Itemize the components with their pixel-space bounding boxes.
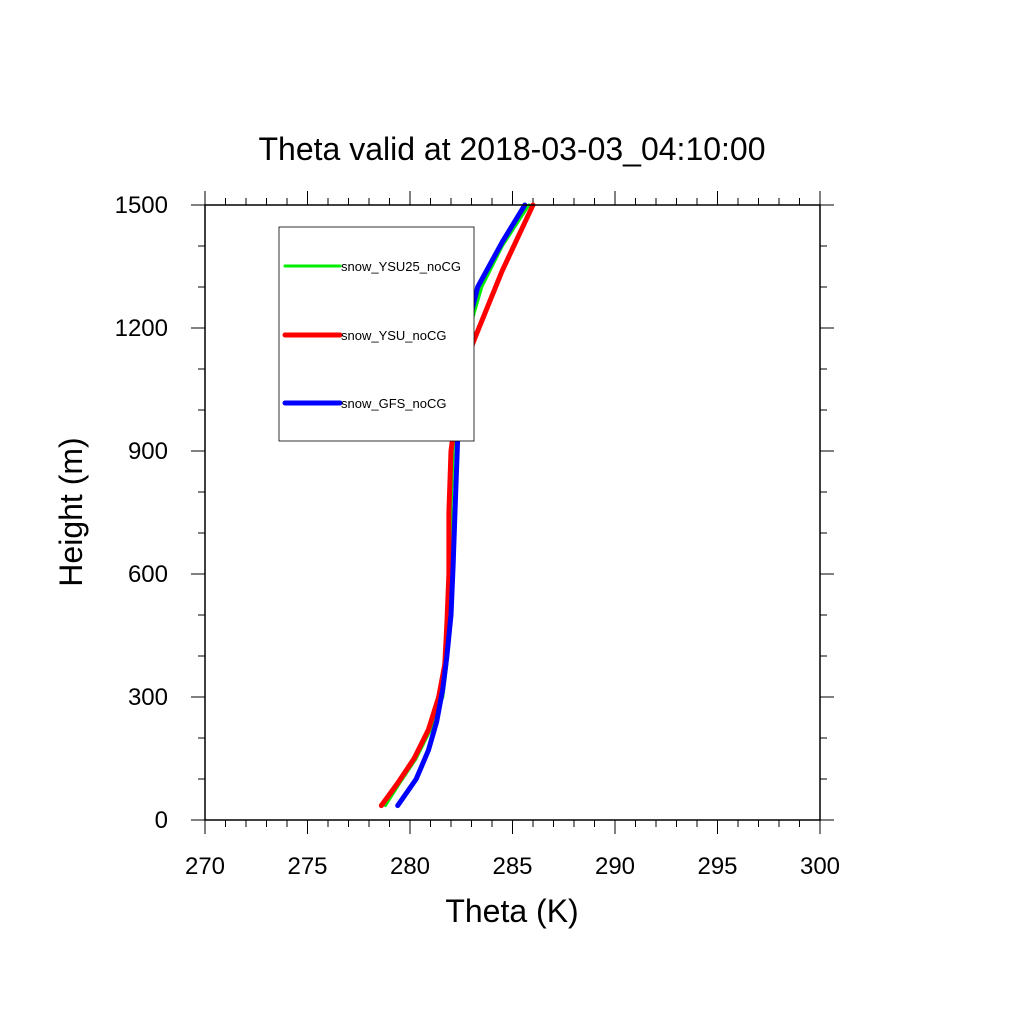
x-tick-label: 295 [697,853,737,880]
y-tick-label: 0 [155,807,168,834]
x-axis-label: Theta (K) [445,893,578,929]
legend: snow_YSU25_noCG snow_YSU_noCG snow_GFS_noC… [278,226,475,442]
x-tick-label: 285 [492,853,532,880]
x-tick-label: 280 [390,853,430,880]
chart-title: Theta valid at 2018-03-03_04:10:00 [258,131,765,167]
legend-label-snow_YSU_noCG: snow_YSU_noCG [341,328,447,343]
x-tick-label: 300 [800,853,840,880]
y-tick-label: 1200 [115,315,168,342]
y-tick-label: 900 [128,438,168,465]
x-tick-label: 275 [287,853,327,880]
axis-ticks [191,191,834,834]
y-tick-label: 1500 [115,192,168,219]
x-tick-label: 290 [595,853,635,880]
tick-labels: 270 275 280 285 290 295 300 0 300 600 900 1200 1500 [115,192,840,880]
y-tick-label: 600 [128,561,168,588]
legend-label-snow_YSU25_noCG: snow_YSU25_noCG [341,259,461,274]
x-tick-label: 270 [185,853,225,880]
y-axis-label: Height (m) [53,437,89,586]
y-tick-label: 300 [128,684,168,711]
plot-frame [204,204,821,821]
legend-label-snow_GFS_noCG: snow_GFS_noCG [341,396,447,411]
